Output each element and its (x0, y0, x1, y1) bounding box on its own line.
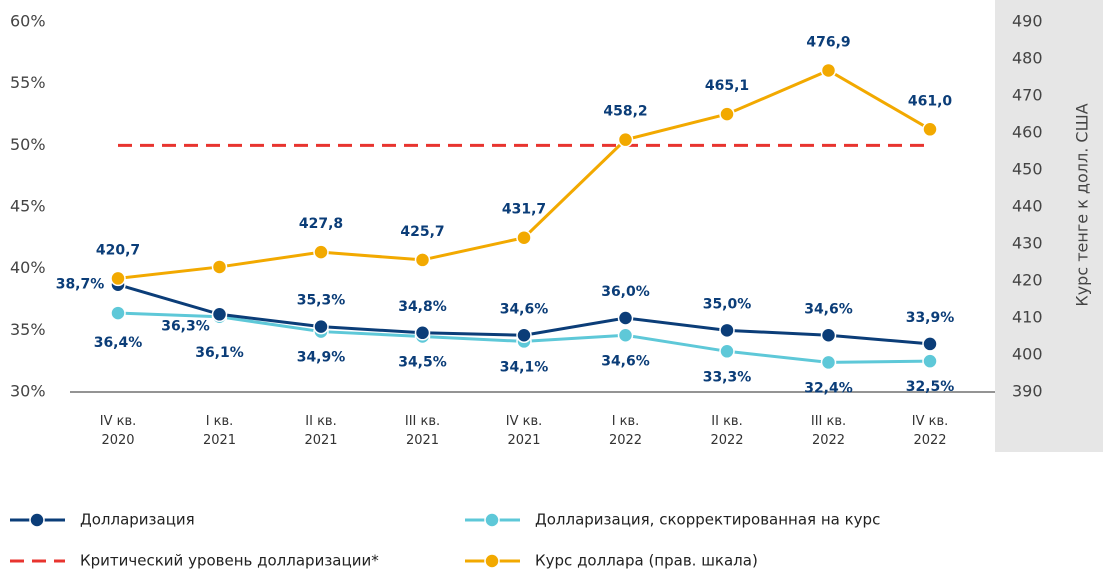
value-label: 431,7 (502, 202, 546, 218)
legend-item: Долларизация (10, 511, 195, 529)
legend-marker (484, 553, 500, 569)
legend-label: Курс доллара (прав. шкала) (535, 552, 758, 569)
y2-tick-label: 420 (1012, 271, 1043, 290)
value-label: 35,3% (297, 293, 346, 309)
value-label: 34,5% (398, 355, 447, 371)
y2-axis-title: Курс тенге к долл. США (1073, 103, 1092, 306)
y2-tick-label: 490 (1012, 12, 1043, 31)
x-tick-label: II кв. 2021 (304, 414, 338, 448)
value-label: 36,4% (94, 335, 143, 351)
y2-tick-label: 410 (1012, 308, 1043, 327)
legend-label: Долларизация, скорректированная на курс (535, 511, 880, 529)
point (922, 336, 938, 352)
x-tick-label: IV кв. 2020 (99, 414, 137, 448)
value-label: 476,9 (806, 34, 850, 50)
point (313, 244, 329, 260)
point (516, 229, 532, 246)
value-label: 34,9% (297, 350, 346, 366)
value-label: 458,2 (603, 104, 647, 120)
legend-marker (29, 512, 45, 528)
x-tick-label: III кв. 2022 (810, 414, 847, 448)
y-tick-label: 40% (10, 258, 46, 277)
value-label: 34,6% (804, 301, 853, 317)
x-tick-label: I кв. 2022 (608, 414, 643, 448)
point (617, 310, 634, 326)
value-label: 32,5% (906, 379, 955, 395)
point (922, 121, 938, 138)
point (617, 131, 634, 148)
y2-tick-label: 460 (1012, 123, 1043, 142)
value-label: 427,8 (299, 216, 343, 232)
y-tick-label: 60% (10, 12, 46, 31)
value-label: 33,3% (703, 369, 752, 385)
legend-label: Критический уровень долларизации* (80, 552, 379, 569)
legend-label: Долларизация (80, 511, 195, 529)
point (719, 322, 735, 339)
value-label: 32,4% (804, 380, 853, 396)
value-label: 465,1 (705, 78, 749, 94)
point (313, 318, 329, 335)
y2-tick-label: 400 (1012, 345, 1043, 364)
value-label: 36,1% (195, 345, 244, 361)
point (719, 343, 735, 360)
y2-tick-label: 430 (1012, 234, 1043, 253)
y-tick-label: 35% (10, 320, 46, 339)
y-tick-label: 30% (10, 382, 46, 401)
x-tick-label: I кв. 2021 (202, 414, 237, 448)
point (414, 325, 431, 341)
point (617, 327, 634, 344)
right-axis-panel (995, 0, 1103, 452)
x-tick-label: II кв. 2022 (710, 414, 744, 448)
value-label: 36,3% (161, 318, 210, 334)
point (820, 327, 837, 344)
legend-item: Курс доллара (прав. шкала) (465, 552, 758, 569)
value-label: 35,0% (703, 296, 752, 312)
value-label: 461,0 (908, 93, 953, 109)
y2-tick-label: 470 (1012, 86, 1043, 105)
point (414, 252, 431, 268)
value-label: 33,9% (906, 310, 955, 326)
value-label: 34,6% (500, 301, 549, 317)
point (820, 354, 837, 371)
legend-item: Долларизация, скорректированная на курс (465, 511, 880, 529)
value-label: 34,1% (500, 359, 549, 375)
legend-marker (484, 512, 500, 528)
point (110, 270, 126, 287)
value-label: 34,8% (398, 299, 447, 315)
value-label: 420,7 (96, 242, 140, 258)
value-label: 34,6% (601, 353, 650, 369)
point (110, 305, 126, 321)
series-line (117, 68, 931, 280)
legend-item: Критический уровень долларизации* (10, 552, 379, 569)
y2-tick-label: 440 (1012, 197, 1043, 216)
y-tick-label: 55% (10, 73, 46, 92)
x-tick-label: III кв. 2021 (404, 414, 441, 448)
point (922, 353, 938, 369)
point (211, 259, 228, 275)
x-tick-label: IV кв. 2021 (505, 414, 543, 448)
point (719, 106, 735, 122)
x-tick-label: IV кв. 2022 (911, 414, 949, 448)
value-label: 38,7% (56, 277, 105, 293)
y-tick-label: 50% (10, 135, 46, 154)
point (516, 327, 532, 344)
value-label: 36,0% (601, 284, 650, 300)
y2-tick-label: 390 (1012, 382, 1043, 401)
y2-tick-label: 480 (1012, 49, 1043, 68)
y-tick-label: 45% (10, 197, 46, 216)
point (211, 306, 228, 323)
point (820, 62, 837, 79)
value-label: 425,7 (400, 224, 444, 240)
y2-tick-label: 450 (1012, 160, 1043, 179)
